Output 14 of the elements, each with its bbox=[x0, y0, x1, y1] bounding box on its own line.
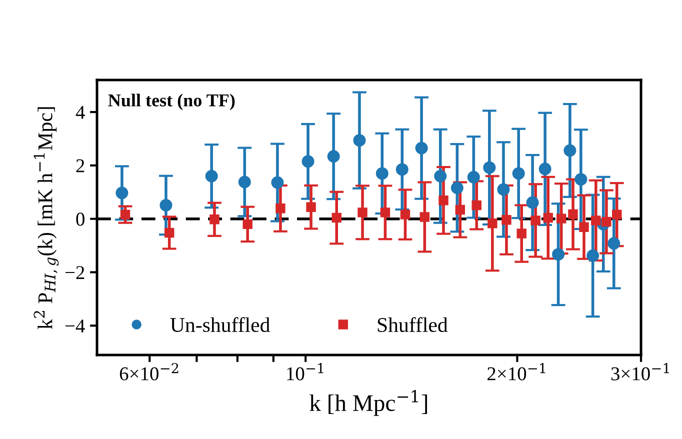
x-tick-label: 10$^{−1}$ bbox=[287, 362, 324, 380]
y-tick-label: −2 bbox=[65, 266, 84, 279]
y-tick-label: 2 bbox=[76, 159, 84, 172]
y-axis-title: k$^{2}$ P$_{HI,g}$(k) [mK h$^{−1}$Mpc] bbox=[34, 107, 59, 330]
x-tick-label: 2×10$^{−1}$ bbox=[488, 362, 546, 380]
y-tick-label: −4 bbox=[65, 320, 85, 332]
text: Null test (no TF) bbox=[108, 94, 235, 110]
y-tick-label: 4 bbox=[76, 106, 85, 119]
legend-label: Un-shuffled bbox=[170, 317, 270, 332]
legend-label: Shuffled bbox=[378, 317, 448, 332]
x-tick-label: 6×10$^{−2}$ bbox=[120, 362, 178, 380]
x-axis-title: k [h Mpc$^{−1}$] bbox=[310, 390, 428, 416]
x-tick-label: 3×10$^{−1}$ bbox=[611, 362, 669, 380]
y-tick-label: 0 bbox=[76, 212, 84, 226]
